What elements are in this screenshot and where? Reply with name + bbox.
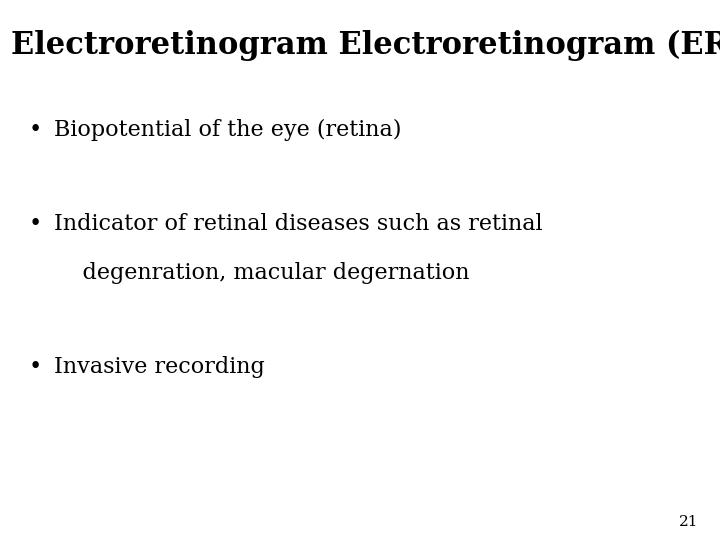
Text: degenration, macular degernation: degenration, macular degernation [54, 262, 469, 284]
Text: Indicator of retinal diseases such as retinal: Indicator of retinal diseases such as re… [54, 213, 543, 235]
Text: •: • [29, 213, 42, 235]
Text: •: • [29, 356, 42, 379]
Text: Electroretinogram Electroretinogram (ERG): Electroretinogram Electroretinogram (ERG… [11, 30, 720, 61]
Text: Invasive recording: Invasive recording [54, 356, 265, 379]
Text: Biopotential of the eye (retina): Biopotential of the eye (retina) [54, 119, 402, 141]
Text: •: • [29, 119, 42, 141]
Text: 21: 21 [679, 515, 698, 529]
